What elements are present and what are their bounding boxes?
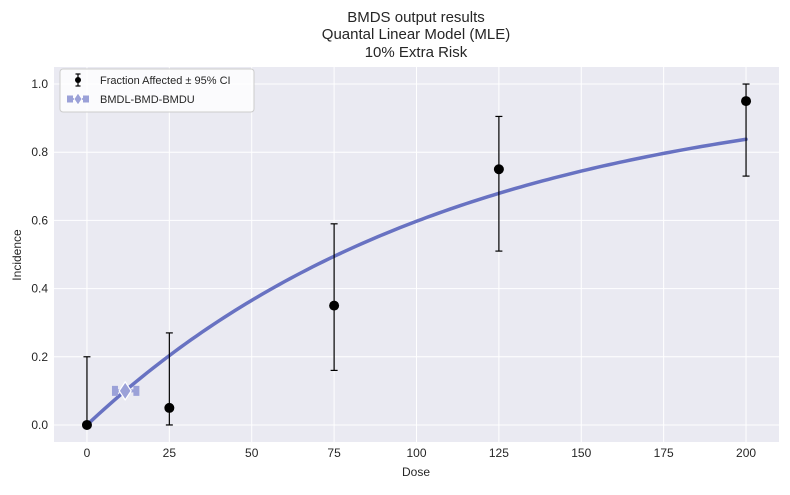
x-axis-ticks: 0 25 50 75 100 125 150 175 200 xyxy=(84,446,757,460)
data-point xyxy=(81,419,92,430)
x-tick-label: 125 xyxy=(489,446,509,460)
data-point xyxy=(164,402,175,413)
x-tick-label: 50 xyxy=(245,446,259,460)
bmd-marker-layer xyxy=(111,380,140,401)
y-axis-ticks: 0.0 0.2 0.4 0.6 0.8 1.0 xyxy=(31,77,48,432)
y-tick-label: 0.4 xyxy=(31,282,48,296)
legend-box xyxy=(59,68,255,113)
x-axis-label: Dose xyxy=(402,465,430,479)
x-tick-label: 200 xyxy=(736,446,756,460)
legend-label-observed: Fraction Affected ± 95% CI xyxy=(100,75,231,87)
legend-label-bmd: BMDL-BMD-BMDU xyxy=(100,94,195,106)
data-point-group xyxy=(81,356,92,430)
y-tick-label: 1.0 xyxy=(31,77,48,91)
chart-title-line-1: BMDS output results xyxy=(347,9,485,26)
data-point xyxy=(329,300,340,311)
bmdl-marker xyxy=(111,385,118,396)
y-tick-label: 0.2 xyxy=(31,350,48,364)
data-point-group xyxy=(164,332,175,426)
x-tick-label: 100 xyxy=(406,446,426,460)
x-tick-label: 150 xyxy=(571,446,591,460)
x-tick-label: 75 xyxy=(327,446,341,460)
chart-title-line-3: 10% Extra Risk xyxy=(365,44,468,61)
data-point-group xyxy=(329,223,340,372)
model-curve-layer xyxy=(85,137,748,427)
data-point-group xyxy=(493,115,504,252)
legend: Fraction Affected ± 95% CI BMDL-BMD-BMDU xyxy=(59,68,255,113)
x-tick-label: 0 xyxy=(84,446,91,460)
data-point-group xyxy=(741,83,752,177)
bmd-diamond-marker xyxy=(118,380,132,401)
y-tick-label: 0.6 xyxy=(31,213,48,227)
y-tick-label: 0.0 xyxy=(31,418,48,432)
x-tick-label: 25 xyxy=(163,446,177,460)
observed-data-layer xyxy=(81,83,752,430)
y-tick-label: 0.8 xyxy=(31,145,48,159)
legend-bmd-icon xyxy=(67,92,89,106)
model-curve-line xyxy=(85,137,748,427)
x-tick-label: 175 xyxy=(654,446,674,460)
y-axis-label: Incidence xyxy=(10,229,24,281)
legend-errorbar-icon xyxy=(75,73,81,87)
chart-title: BMDS output results Quantal Linear Model… xyxy=(322,9,510,61)
data-point xyxy=(493,164,504,175)
chart-title-line-2: Quantal Linear Model (MLE) xyxy=(322,26,510,43)
data-point xyxy=(741,96,752,107)
bmdu-marker xyxy=(133,385,140,396)
